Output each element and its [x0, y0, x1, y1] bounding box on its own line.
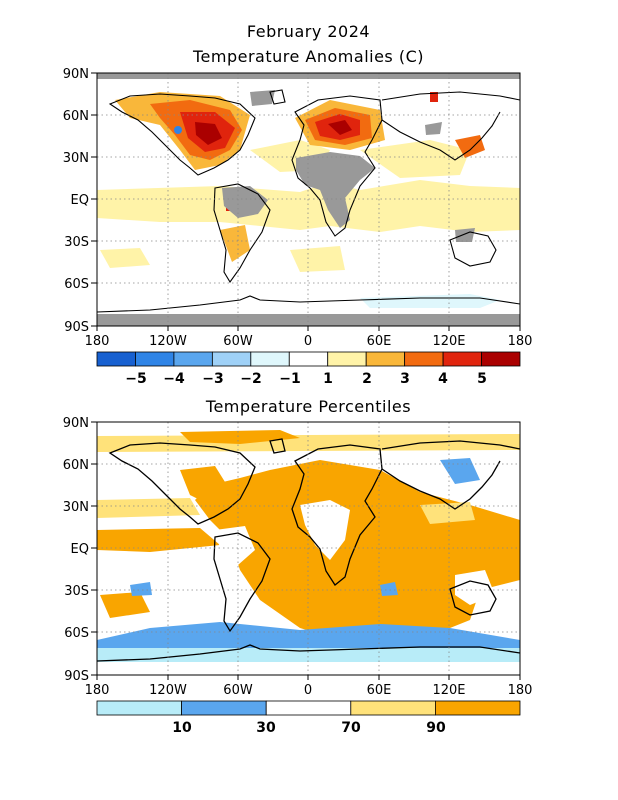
coastline-south-america — [213, 183, 271, 284]
lat-label: EQ — [71, 193, 89, 208]
colorbar-swatch — [481, 351, 521, 367]
colorbar-swatch — [135, 351, 175, 367]
lat-label: 90N — [63, 67, 89, 82]
lat-label: 30S — [64, 235, 89, 250]
anomaly-map-title: Temperature Anomalies (C) — [192, 47, 424, 66]
lon-label: 120W — [149, 683, 187, 698]
anomaly-map: 90N 60N 30N EQ 30S 60S 90S 180 120W 60W … — [63, 67, 533, 387]
colorbar-swatch — [350, 700, 436, 716]
lon-label: 120W — [149, 334, 187, 349]
coastline-antarctica — [97, 644, 520, 662]
lat-label: 90S — [64, 669, 89, 684]
lon-label: 0 — [304, 683, 312, 698]
lon-label: 120E — [432, 683, 465, 698]
colorbar-label: −3 — [202, 371, 223, 387]
lat-label: 30N — [63, 500, 89, 515]
missing-data-africa — [296, 152, 375, 228]
percentile-map: 90N 60N 30N EQ 30S 60S 90S 180 120W 60W … — [63, 416, 533, 736]
lon-label: 60W — [223, 334, 253, 349]
lat-label: 60N — [63, 109, 89, 124]
lon-label: 180 — [85, 334, 110, 349]
percentile-map-title: Temperature Percentiles — [205, 397, 412, 416]
lat-label: 60S — [64, 626, 89, 641]
colorbar-swatch — [365, 351, 406, 367]
coastline-antarctica — [97, 295, 520, 313]
colorbar-label: 5 — [477, 371, 487, 387]
coastline-south-america — [213, 532, 271, 633]
missing-data-band-north — [97, 73, 520, 79]
colorbar-swatch — [327, 351, 367, 367]
lat-label: 90S — [64, 320, 89, 335]
colorbar-label: −2 — [240, 371, 261, 387]
coastline-australia — [449, 580, 497, 616]
colorbar-swatch — [181, 700, 267, 716]
colorbar-label: 3 — [400, 371, 410, 387]
lon-label: 0 — [304, 334, 312, 349]
coastline-asia — [381, 91, 520, 161]
lat-label: 90N — [63, 416, 89, 431]
colorbar-label: −5 — [125, 371, 146, 387]
colorbar-swatch — [96, 700, 182, 716]
coastline-north-america — [108, 442, 256, 525]
tropical-warm-anomaly — [97, 180, 520, 232]
lon-label: 120E — [432, 334, 465, 349]
lon-label: 60E — [367, 683, 392, 698]
colorbar-swatch — [96, 351, 136, 367]
colorbar-label: −1 — [279, 371, 300, 387]
colorbar-swatch — [173, 351, 213, 367]
colorbar-label: −4 — [163, 371, 185, 387]
lon-label: 180 — [508, 683, 533, 698]
coastline-asia — [381, 440, 520, 510]
colorbar-swatch — [211, 351, 252, 367]
figure-title: February 2024 — [246, 22, 371, 41]
lat-label: 60S — [64, 277, 89, 292]
lat-label: 30N — [63, 151, 89, 166]
colorbar-swatch — [442, 351, 482, 367]
colorbar-label: 30 — [256, 720, 276, 736]
anomaly-colorbar — [96, 351, 521, 367]
lat-label: EQ — [71, 542, 89, 557]
colorbar-label: 70 — [341, 720, 361, 736]
colorbar-label: 1 — [323, 371, 333, 387]
colorbar-swatch — [434, 700, 521, 716]
coastline-australia — [449, 231, 497, 267]
coastline-africa-europe — [291, 444, 383, 586]
coastline-north-america — [108, 93, 256, 176]
percentile-colorbar — [96, 700, 521, 716]
colorbar-swatch — [404, 351, 444, 367]
lon-label: 60W — [223, 683, 253, 698]
colorbar-label: 90 — [426, 720, 446, 736]
colorbar-swatch — [288, 351, 329, 367]
lon-label: 180 — [85, 683, 110, 698]
colorbar-swatch — [250, 351, 290, 367]
colorbar-swatch — [265, 700, 352, 716]
missing-data-band-south — [97, 314, 520, 326]
coastline-africa-europe — [291, 95, 383, 237]
colorbar-label: 2 — [362, 371, 372, 387]
colorbar-label: 10 — [172, 720, 192, 736]
lat-label: 30S — [64, 584, 89, 599]
lon-label: 60E — [367, 334, 392, 349]
colorbar-label: 4 — [438, 371, 448, 387]
lat-label: 60N — [63, 458, 89, 473]
lon-label: 180 — [508, 334, 533, 349]
